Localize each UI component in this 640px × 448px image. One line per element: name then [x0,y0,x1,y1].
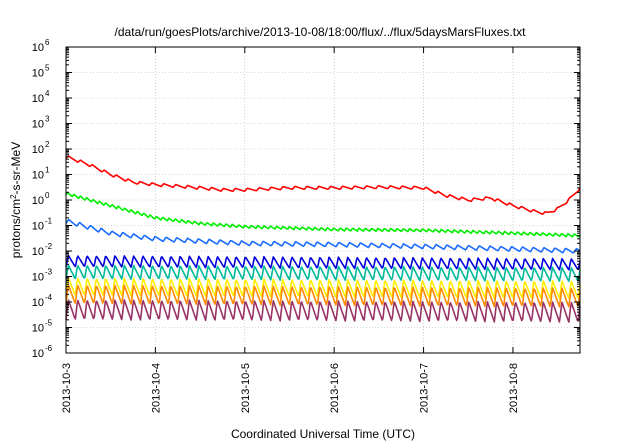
y-tick-label: 10 [32,297,44,309]
chart-title: /data/run/goesPlots/archive/2013-10-08/1… [115,25,527,39]
y-tick-label: 10 [32,170,44,182]
flux-series-line [65,264,581,282]
y-tick-exponent: -5 [45,319,53,328]
flux-series-line [65,299,581,323]
x-axis-label: Coordinated Universal Time (UTC) [231,427,415,441]
y-tick-exponent: -3 [45,268,53,277]
y-tick-label: 10 [32,272,44,284]
flux-series-line [65,191,581,238]
y-tick-exponent: -1 [45,217,53,226]
y-tick-label: 10 [32,93,44,105]
y-tick-label: 10 [32,348,44,360]
x-tick-label: 2013-10-8 [508,363,520,413]
plot-frame [65,46,581,354]
y-tick-exponent: -2 [45,242,53,251]
y-tick-exponent: 5 [45,64,50,73]
flux-series-line [65,155,581,215]
y-tick-exponent: 2 [45,140,50,149]
flux-series-line [65,255,581,271]
y-tick-exponent: 4 [45,89,50,98]
flux-series-line [65,284,581,308]
y-tick-exponent: 6 [45,38,50,47]
y-tick-exponent: 1 [45,166,50,175]
series-group [65,155,581,323]
grid [65,46,580,354]
y-tick-label: 10 [32,68,44,80]
x-axis-ticks: 2013-10-3 2013-10-4 2013-10-5 2013-10-6 2013… [61,47,520,413]
x-tick-label: 2013-10-5 [240,363,252,413]
y-tick-label: 10 [32,144,44,156]
y-tick-exponent: -6 [45,344,53,353]
y-label-part: -s-sr-MeV [9,142,23,195]
flux-series-line [65,277,581,300]
y-label-part: protons/cm [9,199,23,258]
y-tick-label: 10 [32,195,44,207]
y-tick-label: 10 [32,323,44,335]
y-tick-exponent: 0 [45,191,50,200]
y-tick-label: 10 [32,221,44,233]
flux-series-line [65,218,581,254]
x-tick-label: 2013-10-3 [61,363,73,413]
y-tick-exponent: -4 [45,293,53,302]
y-axis-ticks: 10 -610 -510 -410 -310 -210 -110 010 110 210 310 41… [32,38,580,360]
x-tick-label: 2013-10-6 [329,363,341,413]
y-axis-label: protons/cm2-s-sr-MeV [9,142,24,258]
y-tick-exponent: 3 [45,115,50,124]
y-label-sup: 2 [9,194,18,199]
x-tick-label: 2013-10-7 [419,363,431,413]
y-tick-label: 10 [32,246,44,258]
x-tick-label: 2013-10-4 [150,363,162,413]
y-tick-label: 10 [32,119,44,131]
y-tick-label: 10 [32,42,44,54]
